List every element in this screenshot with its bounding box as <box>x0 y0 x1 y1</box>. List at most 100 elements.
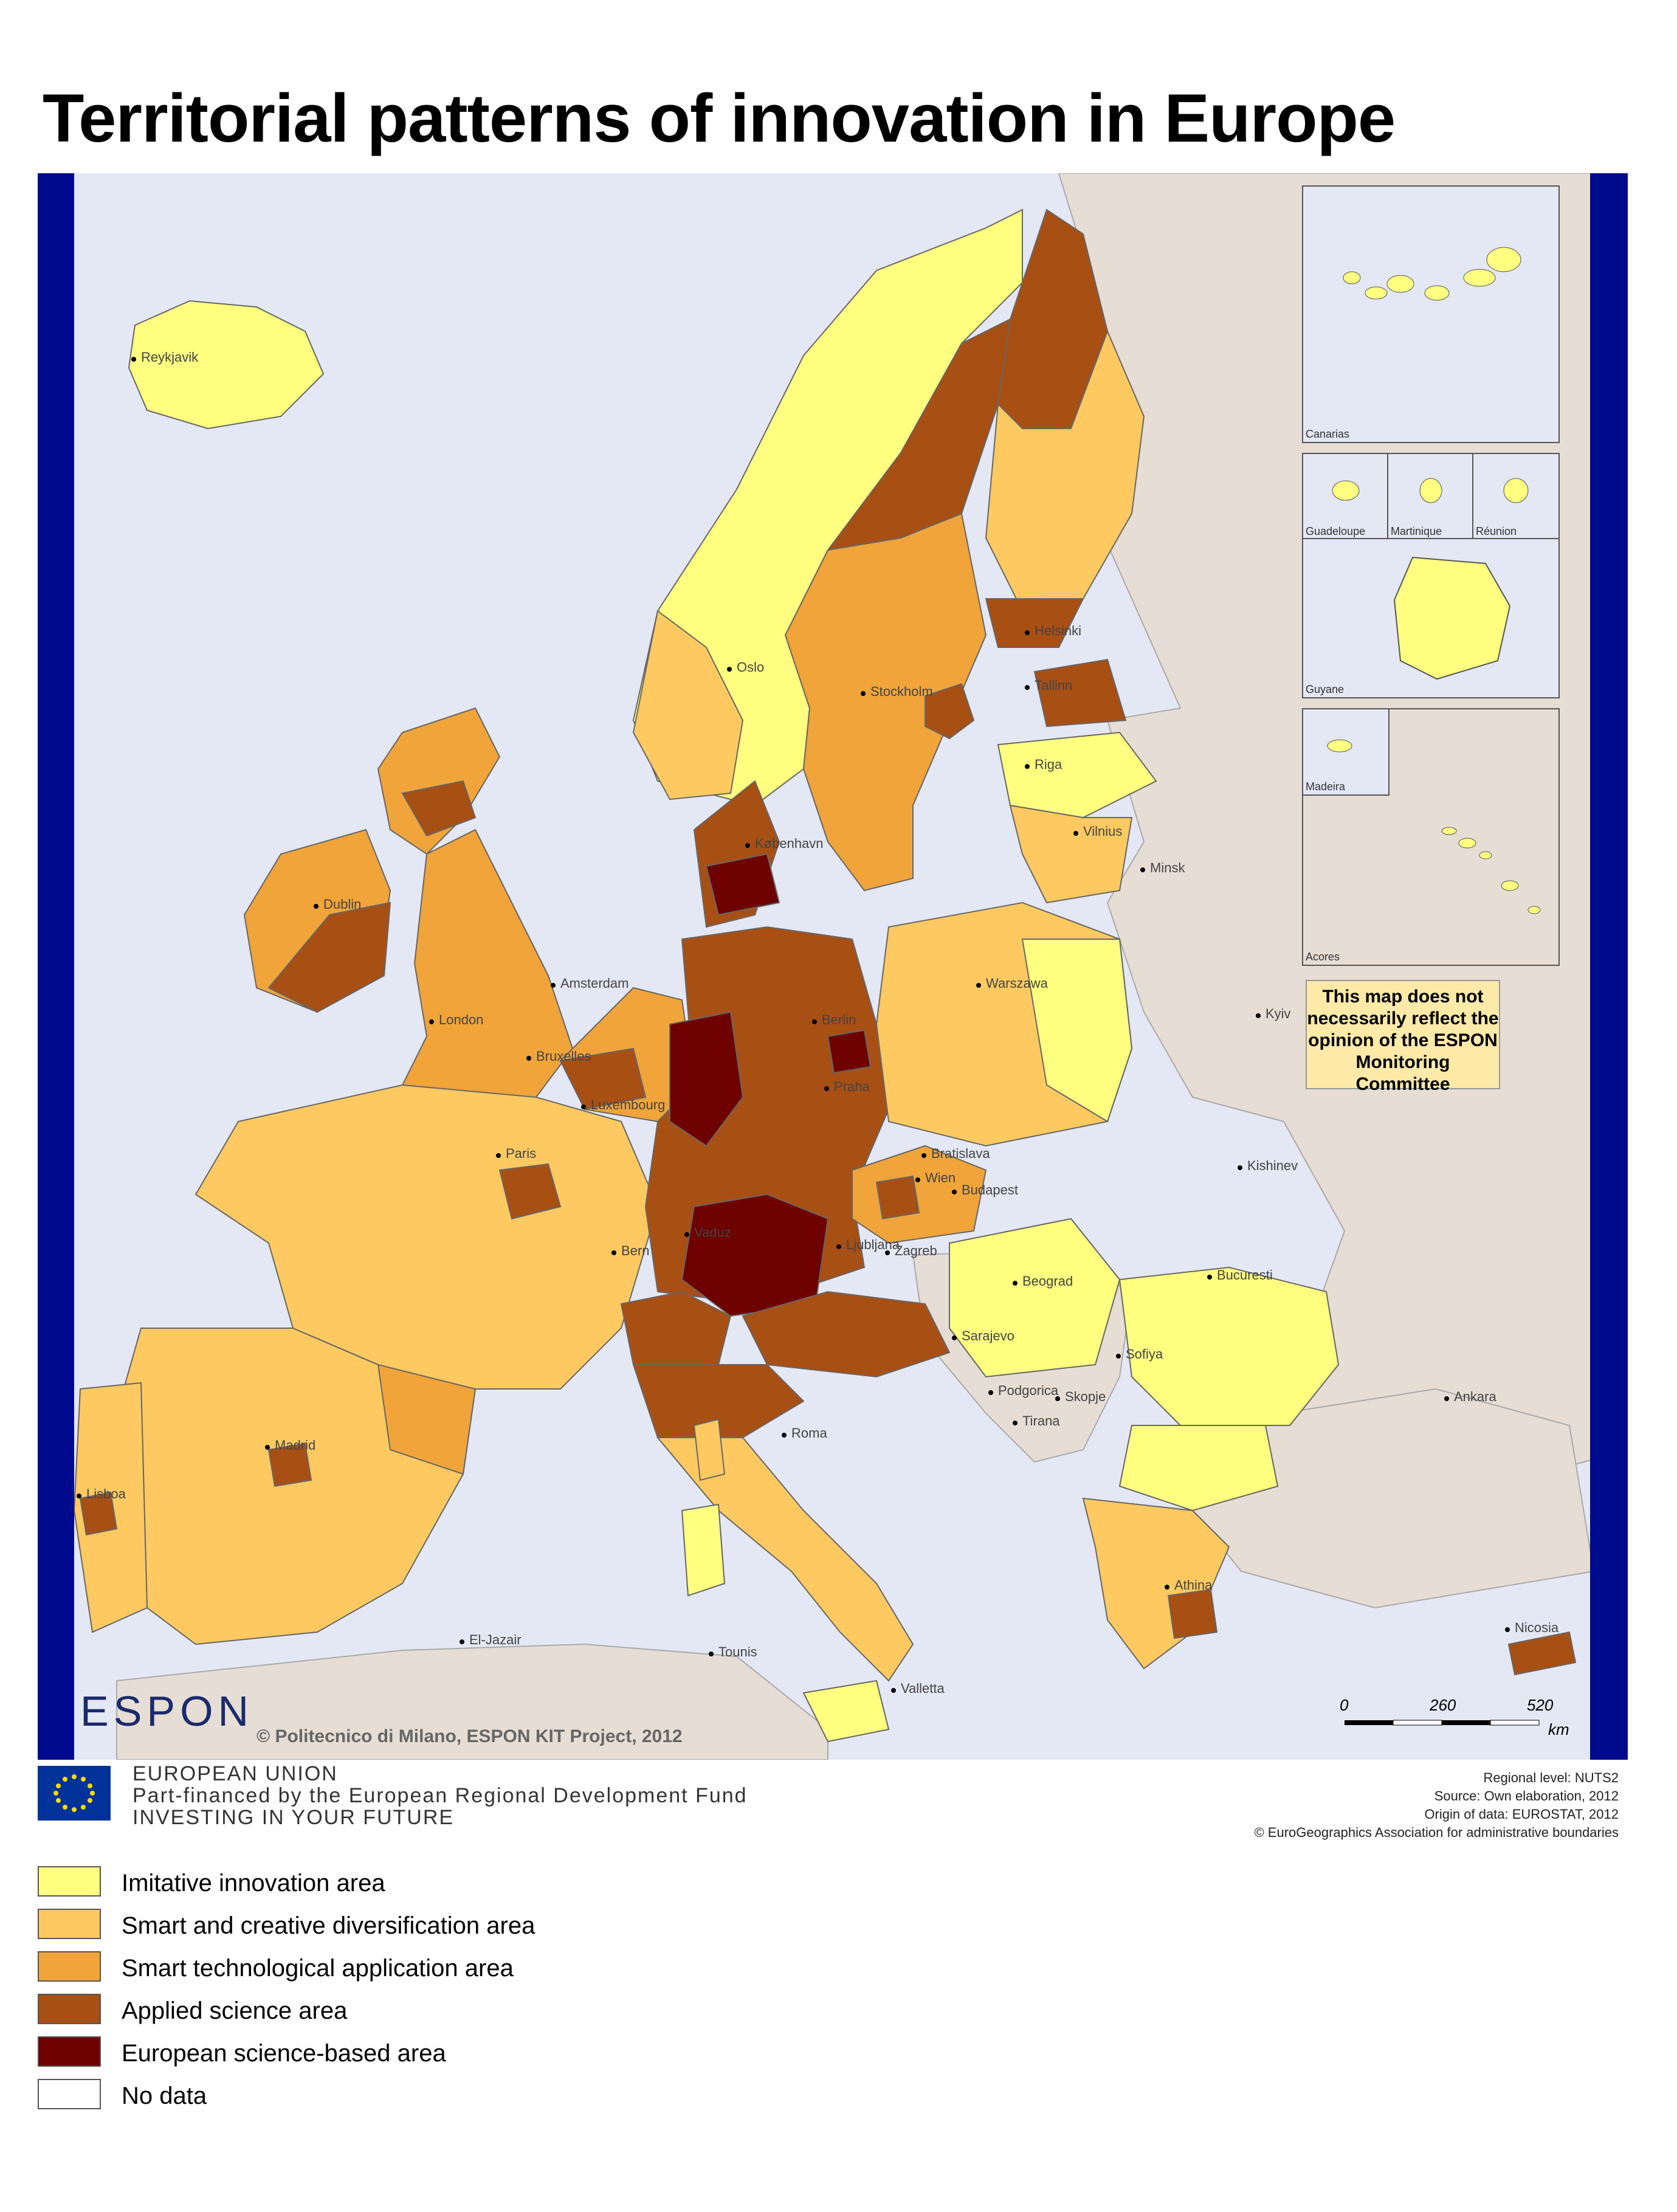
legend-label: Imitative innovation area <box>122 1870 385 1897</box>
city-label: Ankara <box>1444 1389 1496 1404</box>
poland-east-region <box>1021 939 1133 1123</box>
city-label: Riga <box>1024 757 1062 772</box>
inset-label: Madeira <box>1306 780 1346 793</box>
city-label: Berlin <box>811 1012 856 1027</box>
city-label: Amsterdam <box>550 976 629 991</box>
city-label: Bucuresti <box>1207 1267 1273 1283</box>
city-label: Budapest <box>952 1182 1018 1197</box>
brussels-region <box>559 1047 647 1111</box>
city-label: Beograd <box>1012 1273 1073 1289</box>
north-africa-land <box>116 1643 828 1760</box>
norway-south-region <box>632 610 744 801</box>
inset-guyane: Guyane <box>1302 538 1560 698</box>
inset-label: Guadeloupe <box>1306 525 1366 537</box>
scale-label-520: 520 <box>1527 1696 1554 1714</box>
city-label: Stockholm <box>861 684 933 699</box>
italy-north-region <box>632 1364 805 1438</box>
reunion-island <box>1503 478 1529 503</box>
source-block: Regional level: NUTS2 Source: Own elabor… <box>1254 1769 1619 1842</box>
city-label: Minsk <box>1140 860 1185 875</box>
bulgaria-region <box>1118 1425 1279 1512</box>
stockholm-region <box>925 683 975 740</box>
espon-logo-text: ESPON <box>80 1687 254 1735</box>
city-label: Kyiv <box>1256 1006 1291 1021</box>
city-label: Wien <box>915 1170 956 1185</box>
inset-label: Guyane <box>1306 683 1345 695</box>
frame-bar-right <box>1590 173 1628 1760</box>
finland-region <box>985 329 1145 612</box>
guyane-region <box>1393 556 1511 680</box>
iceland-region <box>128 300 325 430</box>
legend-label: Smart technological application area <box>122 1955 514 1982</box>
city-label: Zagreb <box>885 1243 937 1258</box>
corsica-region <box>693 1418 726 1481</box>
city-label: København <box>745 836 824 851</box>
helsinki-region <box>985 598 1084 648</box>
city-label: Valletta <box>891 1681 945 1696</box>
city-label: Sarajevo <box>952 1328 1014 1343</box>
martinique-island <box>1419 478 1442 503</box>
city-label: Ljubljana <box>836 1237 900 1252</box>
england-region <box>401 829 574 1111</box>
city-label: Oslo <box>726 660 765 675</box>
madeira-island <box>1327 739 1352 753</box>
city-label: El-Jazair <box>460 1632 522 1647</box>
eu-line-1: EUROPEAN UNION <box>133 1762 338 1785</box>
prague-region <box>875 1175 920 1220</box>
canarias-islands <box>1343 247 1521 301</box>
acores-islands <box>1441 827 1541 914</box>
city-label: Tounis <box>709 1644 757 1659</box>
city-label: Vaduz <box>684 1225 731 1240</box>
city-label: London <box>429 1012 484 1027</box>
legend-swatch <box>38 1866 101 1897</box>
source-line-3: Origin of data: EUROSTAT, 2012 <box>1424 1807 1619 1822</box>
scale-label-0: 0 <box>1340 1696 1349 1714</box>
city-label: Nicosia <box>1504 1620 1559 1635</box>
lithuania-region <box>1009 804 1133 904</box>
paris-region <box>498 1163 562 1220</box>
scale-label-260: 260 <box>1430 1696 1456 1714</box>
city-label: Podgorica <box>988 1383 1059 1398</box>
romania-region <box>1118 1266 1340 1426</box>
edinburgh-region <box>401 780 477 837</box>
espon-logo: ESPON <box>80 1687 253 1735</box>
legend-swatch <box>38 1951 101 1982</box>
city-label: Bruxelles <box>526 1049 591 1064</box>
scale-unit: km <box>1548 1720 1569 1738</box>
berlin-region <box>827 1029 872 1074</box>
city-label: Lisboa <box>77 1486 126 1501</box>
source-line-2: Source: Own elaboration, 2012 <box>1434 1788 1619 1804</box>
inset-reunion: Réunion <box>1472 453 1560 540</box>
city-label: Kishinev <box>1237 1158 1298 1173</box>
scotland-region <box>377 707 501 855</box>
legend-swatch <box>38 1909 101 1939</box>
dublin-region <box>267 901 391 1013</box>
city-label: Bratislava <box>921 1146 990 1161</box>
legend-label: Smart and creative diversification area <box>122 1912 535 1939</box>
source-line-4: © EuroGeographics Association for admini… <box>1254 1825 1619 1840</box>
source-line-1: Regional level: NUTS2 <box>1483 1770 1619 1785</box>
france-region <box>195 1084 659 1390</box>
inset-label: Martinique <box>1391 525 1442 537</box>
germany-science-region <box>669 1011 744 1147</box>
madrid-region <box>267 1442 312 1487</box>
city-label: Paris <box>495 1146 537 1161</box>
lisboa-region <box>79 1491 118 1536</box>
eu-line-3: INVESTING IN YOUR FUTURE <box>133 1806 455 1829</box>
city-label: Bern <box>611 1243 650 1258</box>
inset-martinique: Martinique <box>1387 453 1475 540</box>
legend-swatch <box>38 2036 101 2067</box>
city-label: Praha <box>824 1079 870 1094</box>
scale-bar-graphic <box>1345 1720 1540 1726</box>
city-label: Skopje <box>1055 1389 1106 1404</box>
copenhagen-region <box>705 853 780 916</box>
city-label: Vilnius <box>1073 824 1123 839</box>
city-label: Warszawa <box>976 976 1048 991</box>
inset-label: Réunion <box>1476 525 1517 537</box>
slovakia-hungary-region <box>949 1218 1121 1378</box>
legend-label: European science-based area <box>122 2040 446 2067</box>
inset-madeira: Madeira <box>1302 708 1389 796</box>
legend-swatch <box>38 1994 101 2024</box>
city-label: Tallinn <box>1024 678 1073 693</box>
eu-flag-icon <box>38 1766 111 1821</box>
